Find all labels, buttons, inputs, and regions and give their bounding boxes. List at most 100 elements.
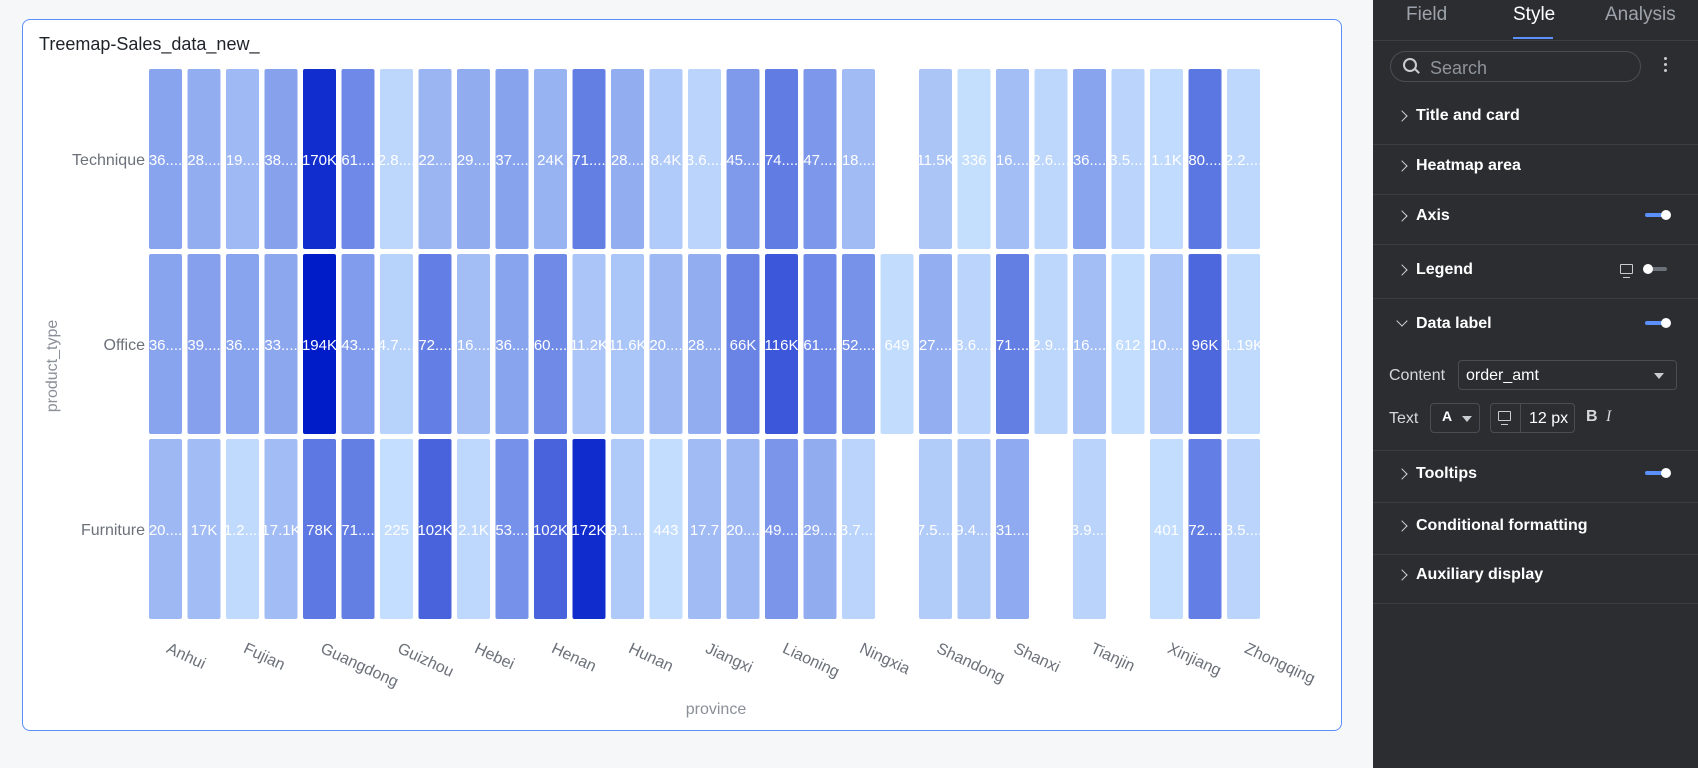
bold-button[interactable]: B: [1586, 408, 1598, 425]
heatmap-cell[interactable]: [957, 69, 991, 249]
heatmap-cell[interactable]: [803, 254, 837, 434]
heatmap-cell[interactable]: [418, 254, 452, 434]
heatmap-cell[interactable]: [149, 439, 182, 619]
heatmap-cell[interactable]: [919, 69, 952, 249]
heatmap-cell[interactable]: [341, 69, 375, 249]
heatmap-cell[interactable]: [611, 439, 644, 619]
heatmap-cell[interactable]: [495, 69, 529, 249]
heatmap-cell[interactable]: [726, 254, 760, 434]
heatmap-cell[interactable]: [1073, 254, 1106, 434]
heatmap-cell[interactable]: [1188, 254, 1222, 434]
heatmap-cell[interactable]: [765, 69, 798, 249]
heatmap-cell[interactable]: [1111, 254, 1145, 434]
content-select[interactable]: order_amt: [1458, 360, 1677, 390]
heatmap-cell[interactable]: [572, 254, 606, 434]
heatmap-cell[interactable]: [341, 439, 375, 619]
heatmap-cell[interactable]: [418, 439, 452, 619]
heatmap-cell[interactable]: [380, 439, 413, 619]
heatmap-cell[interactable]: [149, 69, 182, 249]
heatmap-cell[interactable]: [919, 439, 952, 619]
section-legend[interactable]: Legend: [1373, 248, 1698, 299]
heatmap-cell[interactable]: [380, 254, 413, 434]
heatmap-cell[interactable]: [264, 254, 298, 434]
search-input[interactable]: [1428, 55, 1632, 81]
heatmap-cell[interactable]: [534, 254, 567, 434]
heatmap-cell[interactable]: [688, 439, 721, 619]
heatmap-cell[interactable]: [572, 69, 606, 249]
tab-analysis[interactable]: Analysis: [1605, 4, 1676, 25]
data-label-toggle[interactable]: [1645, 318, 1671, 328]
heatmap-cell[interactable]: [341, 254, 375, 434]
heatmap-cell[interactable]: [534, 439, 567, 619]
heatmap-cell[interactable]: [418, 69, 452, 249]
heatmap-cell[interactable]: [264, 439, 298, 619]
section-axis[interactable]: Axis: [1373, 194, 1698, 245]
heatmap-cell[interactable]: [303, 254, 336, 434]
heatmap-cell[interactable]: [649, 69, 683, 249]
heatmap-cell[interactable]: [1227, 439, 1260, 619]
heatmap-cell[interactable]: [1150, 254, 1183, 434]
heatmap-cell[interactable]: [1188, 439, 1222, 619]
heatmap-cell[interactable]: [996, 439, 1029, 619]
axis-toggle[interactable]: [1645, 210, 1671, 220]
section-title-and-card[interactable]: Title and card: [1373, 94, 1698, 145]
heatmap-cell[interactable]: [765, 439, 798, 619]
heatmap-cell[interactable]: [303, 69, 336, 249]
heatmap-cell[interactable]: [534, 69, 567, 249]
heatmap-cell[interactable]: [726, 439, 760, 619]
font-size-field[interactable]: 12 px: [1490, 403, 1575, 433]
heatmap-cell[interactable]: [765, 254, 798, 434]
heatmap-cell[interactable]: [457, 254, 490, 434]
heatmap-cell[interactable]: [649, 439, 683, 619]
heatmap-cell[interactable]: [1150, 439, 1183, 619]
section-conditional-formatting[interactable]: Conditional formatting: [1373, 504, 1698, 555]
tab-field[interactable]: Field: [1406, 4, 1448, 25]
heatmap-cell[interactable]: [1111, 69, 1145, 249]
heatmap-cell[interactable]: [842, 439, 875, 619]
heatmap-cell[interactable]: [1188, 69, 1222, 249]
section-heatmap-area[interactable]: Heatmap area: [1373, 144, 1698, 195]
heatmap-cell[interactable]: [226, 254, 259, 434]
heatmap-cell[interactable]: [226, 439, 259, 619]
heatmap-cell[interactable]: [226, 69, 259, 249]
chevron-down-icon[interactable]: [1396, 315, 1408, 327]
heatmap-cell[interactable]: [611, 69, 644, 249]
heatmap-cell[interactable]: [187, 69, 221, 249]
heatmap-cell[interactable]: [842, 69, 875, 249]
heatmap-cell[interactable]: [380, 69, 413, 249]
section-auxiliary-display[interactable]: Auxiliary display: [1373, 553, 1698, 604]
heatmap-cell[interactable]: [1073, 439, 1106, 619]
heatmap-cell[interactable]: [149, 254, 182, 434]
monitor-icon[interactable]: [1620, 264, 1633, 278]
section-tooltips[interactable]: Tooltips: [1373, 452, 1698, 503]
italic-button[interactable]: I: [1606, 408, 1612, 425]
text-color-picker[interactable]: A: [1430, 403, 1480, 433]
legend-toggle[interactable]: [1643, 264, 1667, 274]
heatmap-cell[interactable]: [572, 439, 606, 619]
heatmap-cell[interactable]: [611, 254, 644, 434]
heatmap-cell[interactable]: [726, 69, 760, 249]
heatmap-cell[interactable]: [264, 69, 298, 249]
more-options-icon[interactable]: [1659, 54, 1671, 80]
heatmap-cell[interactable]: [649, 254, 683, 434]
tab-style[interactable]: Style: [1513, 4, 1556, 25]
heatmap-cell[interactable]: [187, 439, 221, 619]
heatmap-cell[interactable]: [688, 254, 721, 434]
heatmap-cell[interactable]: [688, 69, 721, 249]
heatmap-cell[interactable]: [1034, 254, 1068, 434]
heatmap-cell[interactable]: [457, 69, 490, 249]
tooltips-toggle[interactable]: [1645, 468, 1671, 478]
heatmap-cell[interactable]: [1150, 69, 1183, 249]
section-label[interactable]: Data label: [1416, 315, 1492, 332]
heatmap-cell[interactable]: [457, 439, 490, 619]
heatmap-cell[interactable]: [803, 69, 837, 249]
heatmap-cell[interactable]: [1227, 254, 1260, 434]
heatmap-cell[interactable]: [495, 254, 529, 434]
heatmap-cell[interactable]: [1073, 69, 1106, 249]
heatmap-cell[interactable]: [996, 69, 1029, 249]
heatmap-cell[interactable]: [842, 254, 875, 434]
heatmap-cell[interactable]: [803, 439, 837, 619]
heatmap-cell[interactable]: [919, 254, 952, 434]
heatmap-cell[interactable]: [996, 254, 1029, 434]
heatmap-cell[interactable]: [957, 439, 991, 619]
